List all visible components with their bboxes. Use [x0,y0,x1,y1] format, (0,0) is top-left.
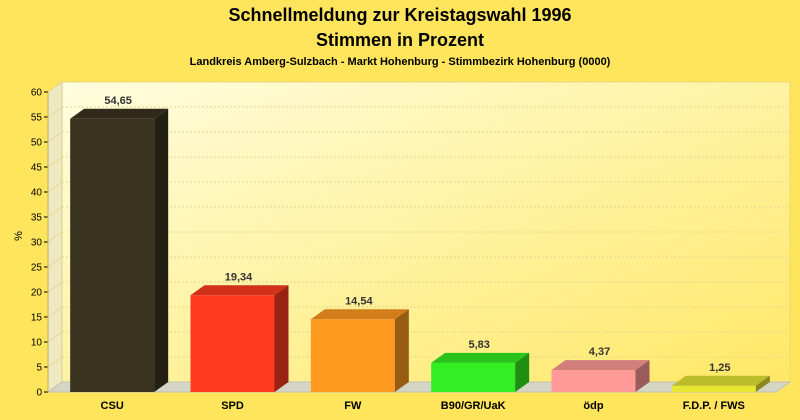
y-tick-label: 20 [31,288,43,299]
y-tick-label: 5 [36,363,42,374]
gridline-side [47,256,63,268]
bar-side [515,352,530,392]
gridline-side [47,131,63,143]
gridline-side [47,331,63,343]
y-axis-ticks: 0 5 10 15 20 25 30 35 40 45 50 55 60 [31,88,49,399]
bar-csu: 54,65 [70,95,169,392]
bar-f-d-p-fws: 1,25 [671,362,770,392]
bar-side [394,309,409,392]
bar-front [70,118,155,392]
category-label: SPD [221,400,244,412]
y-tick-label: 10 [31,338,43,349]
y-axis-label: % [13,231,25,241]
category-label: ödp [583,400,603,412]
y-tick-label: 50 [31,138,43,149]
bar-top [70,108,169,119]
y-tick-label: 55 [31,113,43,124]
data-label: 5,83 [468,339,489,351]
gridline-side [47,106,63,118]
bar--dp: 4,37 [551,346,650,392]
gridline-side [47,81,63,93]
category-labels: CSU SPD FW B90/GR/UaK ödp F.D.P. / FWS [101,400,745,412]
gridlines [47,81,790,368]
bar-side [154,108,169,392]
bar-top [671,375,770,386]
bars: 54,65 19,34 14,54 5,83 4,37 1,25 [70,95,770,392]
bar-front [190,295,275,392]
y-tick-label: 25 [31,263,43,274]
gridline-side [47,281,63,293]
bar-side [274,285,289,392]
bar-spd: 19,34 [190,271,289,392]
gridline-side [47,181,63,193]
bar-side [635,360,650,392]
y-tick-label: 0 [36,388,42,399]
category-label: F.D.P. / FWS [683,400,745,412]
bar-top [310,309,409,320]
y-tick-label: 30 [31,238,43,249]
gridline-side [47,231,63,243]
category-label: B90/GR/UaK [441,400,506,412]
y-tick-label: 15 [31,313,43,324]
y-tick-label: 35 [31,213,43,224]
y-tick-label: 40 [31,188,43,199]
chart-title-line2: Stimmen in Prozent [316,30,484,50]
gridline-side [47,306,63,318]
chart-subtitle: Landkreis Amberg-Sulzbach - Markt Hohenb… [190,56,611,68]
bar-side [755,375,770,392]
data-label: 54,65 [104,95,132,107]
y-tick-label: 45 [31,163,43,174]
gridline-side [47,356,63,368]
bar-front [551,370,636,392]
bar-top [551,360,650,371]
bar-top [431,352,530,363]
y-tick-label: 60 [31,88,43,99]
bar-b90-gr-uak: 5,83 [431,339,530,392]
bar-fw: 14,54 [310,295,409,392]
bar-front [671,385,756,392]
gridline-side [47,156,63,168]
category-label: CSU [101,400,124,412]
bar-front [431,362,516,392]
category-label: FW [344,400,362,412]
gridline-side [47,206,63,218]
data-label: 1,25 [709,362,730,374]
bar-top [190,285,289,296]
data-label: 19,34 [225,271,253,283]
data-label: 4,37 [589,346,610,358]
bar-front [310,319,395,392]
data-label: 14,54 [345,295,373,307]
chart-title: Schnellmeldung zur Kreistagswahl 1996 [228,5,571,25]
